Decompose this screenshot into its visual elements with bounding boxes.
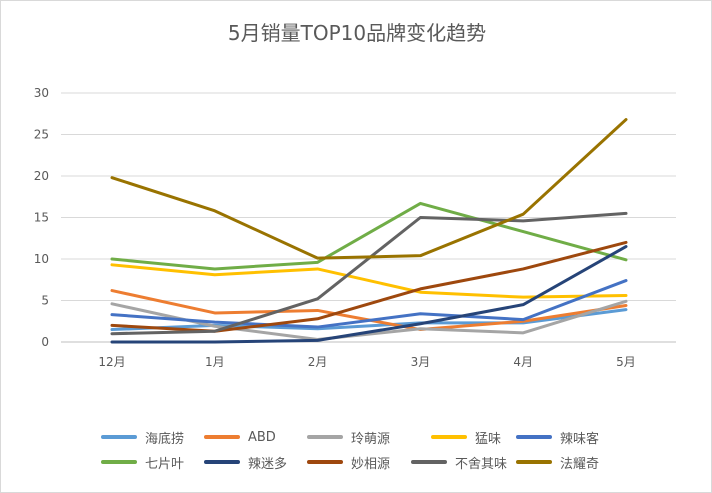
legend-swatch xyxy=(204,460,240,464)
legend-item: 猛味 xyxy=(431,427,501,447)
legend-swatch xyxy=(307,460,343,464)
legend-item: 玲萌源 xyxy=(307,427,390,447)
legend-item: 辣迷多 xyxy=(204,452,287,472)
legend-label: 辣迷多 xyxy=(248,456,288,472)
legend-item: 辣味客 xyxy=(516,427,599,447)
legend-swatch xyxy=(204,435,240,439)
y-tick-label: 10 xyxy=(34,252,49,266)
legend-swatch xyxy=(101,435,137,439)
legend-label: 玲萌源 xyxy=(351,431,391,447)
legend-label: 猛味 xyxy=(475,431,502,447)
legend-label: ABD xyxy=(248,429,276,445)
legend-label: 海底捞 xyxy=(145,431,185,447)
x-tick-label: 12月 xyxy=(98,355,125,369)
legend-label: 七片叶 xyxy=(145,456,185,472)
series-line xyxy=(110,245,628,344)
series-line xyxy=(110,118,628,260)
legend-swatch xyxy=(307,435,343,439)
x-tick-label: 4月 xyxy=(513,355,533,369)
series-line xyxy=(110,299,628,342)
legend-item: 法耀奇 xyxy=(516,452,599,472)
legend-swatch xyxy=(411,460,447,464)
legend-swatch xyxy=(516,460,552,464)
legend-label: 辣味客 xyxy=(560,431,600,447)
y-tick-label: 5 xyxy=(41,294,49,308)
y-tick-label: 15 xyxy=(34,211,49,225)
legend-item: 七片叶 xyxy=(101,452,184,472)
x-tick-label: 3月 xyxy=(411,355,431,369)
series-line xyxy=(110,263,628,299)
legend-item: 不舍其味 xyxy=(411,452,507,472)
y-tick-label: 25 xyxy=(34,128,49,142)
legend-swatch xyxy=(431,435,467,439)
chart-title: 5月销量TOP10品牌变化趋势 xyxy=(227,21,487,45)
legend-label: 不舍其味 xyxy=(455,456,508,472)
series-line xyxy=(110,308,628,332)
y-tick-label: 0 xyxy=(41,335,49,349)
legend-item: 海底捞 xyxy=(101,427,184,447)
x-tick-label: 2月 xyxy=(308,355,328,369)
series-line xyxy=(110,279,628,329)
x-tick-label: 5月 xyxy=(616,355,636,369)
y-tick-label: 30 xyxy=(34,86,49,100)
legend-item: 妙相源 xyxy=(307,452,390,472)
y-tick-label: 20 xyxy=(34,169,49,183)
x-tick-label: 1月 xyxy=(205,355,225,369)
legend-swatch xyxy=(516,435,552,439)
legend-label: 法耀奇 xyxy=(560,456,600,472)
legend-label: 妙相源 xyxy=(351,456,391,472)
series-line xyxy=(110,201,628,271)
legend-item: ABD xyxy=(204,427,276,447)
legend-swatch xyxy=(101,460,137,464)
